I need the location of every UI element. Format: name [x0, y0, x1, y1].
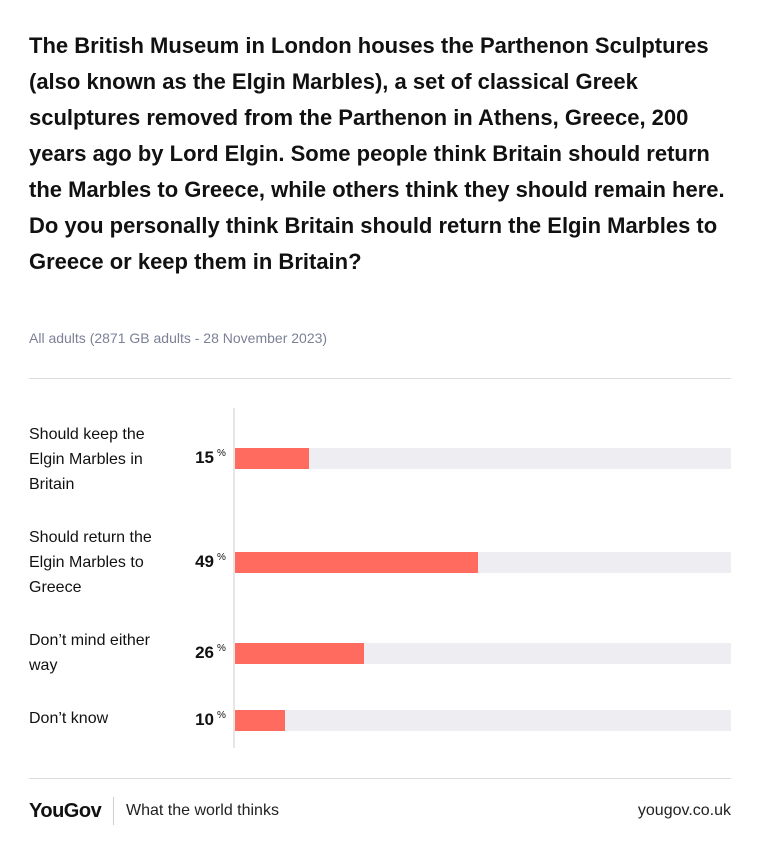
axis-line — [233, 408, 235, 748]
bar-track — [235, 448, 731, 469]
category-label: Don’t know — [29, 710, 109, 727]
percent-sign: % — [217, 643, 226, 654]
bottom-divider — [29, 778, 731, 779]
footer-url[interactable]: yougov.co.uk — [637, 802, 731, 819]
value-label: 26 — [195, 643, 214, 662]
yougov-logo: YouGov — [29, 800, 102, 822]
footer-tagline: What the world thinks — [126, 802, 279, 819]
value-label: 10 — [195, 710, 214, 729]
bar-track — [235, 643, 731, 664]
category-label: Should keep the Elgin Marbles in Britain — [29, 426, 145, 493]
percent-sign: % — [217, 552, 226, 563]
question-title: The British Museum in London houses the … — [29, 33, 725, 274]
percent-sign: % — [217, 448, 226, 459]
percent-sign: % — [217, 710, 226, 721]
value-label: 15 — [195, 448, 214, 467]
category-label: Don’t mind either way — [29, 632, 150, 674]
bar-track — [235, 710, 731, 731]
value-label: 49 — [195, 552, 214, 571]
bar — [235, 552, 478, 573]
bar-track — [235, 552, 731, 573]
bar — [235, 710, 285, 731]
bar — [235, 643, 364, 664]
sample-subtitle: All adults (2871 GB adults - 28 November… — [29, 330, 328, 346]
bar — [235, 448, 309, 469]
footer-separator — [113, 797, 114, 825]
category-label: Should return the Elgin Marbles to Greec… — [29, 529, 152, 596]
top-divider — [29, 378, 731, 379]
